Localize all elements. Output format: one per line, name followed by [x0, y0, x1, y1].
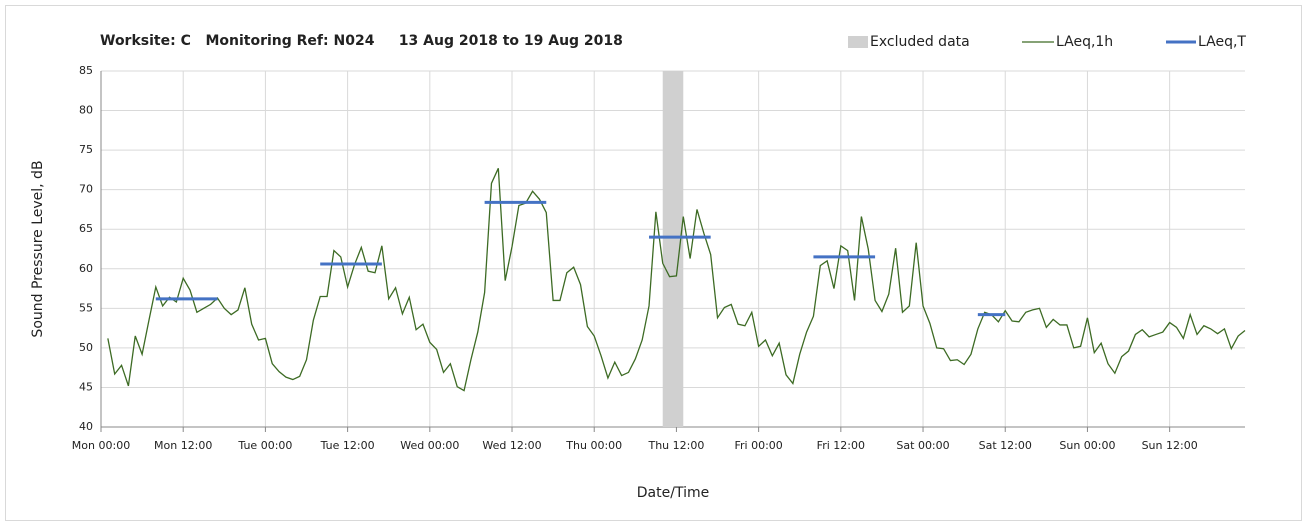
y-tick-label: 55: [79, 301, 93, 314]
y-tick-label: 45: [79, 380, 93, 393]
y-axis-label: Sound Pressure Level, dB: [30, 160, 46, 337]
x-axis-label: Date/Time: [637, 485, 709, 501]
chart-frame: [5, 5, 1302, 521]
x-tick-label: Tue 00:00: [237, 439, 292, 452]
chart-title: Worksite: C Monitoring Ref: N024 13 Aug …: [100, 33, 623, 49]
x-tick-label: Mon 00:00: [72, 439, 130, 452]
x-tick-label: Thu 12:00: [647, 439, 704, 452]
excluded-band: [662, 71, 684, 427]
x-tick-label: Tue 12:00: [320, 439, 375, 452]
x-tick-label: Mon 12:00: [154, 439, 212, 452]
y-tick-label: 40: [79, 420, 93, 433]
legend-label: LAeq,T: [1198, 34, 1246, 50]
y-tick-label: 70: [79, 183, 93, 196]
x-tick-label: Sun 12:00: [1142, 439, 1198, 452]
x-tick-label: Fri 00:00: [734, 439, 782, 452]
y-tick-label: 75: [79, 143, 93, 156]
x-tick-label: Sun 00:00: [1059, 439, 1115, 452]
x-tick-label: Wed 00:00: [400, 439, 459, 452]
legend-label: LAeq,1h: [1056, 34, 1113, 50]
x-tick-label: Wed 12:00: [482, 439, 541, 452]
y-tick-label: 60: [79, 262, 93, 275]
y-tick-label: 80: [79, 104, 93, 117]
legend-label: Excluded data: [870, 34, 970, 50]
y-tick-label: 50: [79, 341, 93, 354]
legend-swatch: [848, 36, 868, 48]
y-tick-label: 85: [79, 64, 93, 77]
x-tick-label: Sat 12:00: [979, 439, 1032, 452]
x-tick-label: Thu 00:00: [565, 439, 622, 452]
x-tick-label: Sat 00:00: [896, 439, 949, 452]
x-tick-label: Fri 12:00: [817, 439, 865, 452]
y-tick-label: 65: [79, 222, 93, 235]
data-line: [107, 168, 1246, 392]
